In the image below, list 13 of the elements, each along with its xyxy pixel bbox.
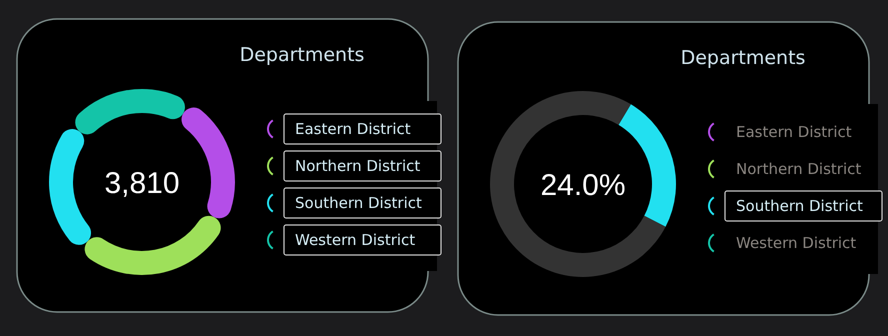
legend-label: Southern District — [295, 194, 422, 212]
legend-label: Southern District — [736, 197, 863, 215]
legend-label: Eastern District — [736, 123, 852, 141]
legend-label: Eastern District — [295, 120, 411, 138]
text: 3,810 — [104, 167, 180, 200]
legend-label: Western District — [295, 231, 416, 249]
chart-title: Departments — [240, 44, 364, 66]
legend-label: Western District — [736, 234, 856, 252]
legend-label: Northern District — [295, 157, 420, 175]
donut-slice — [490, 91, 666, 277]
legend-label: Northern District — [736, 160, 862, 178]
text: 24.0% — [540, 169, 626, 202]
chart-title: Departments — [680, 47, 806, 69]
